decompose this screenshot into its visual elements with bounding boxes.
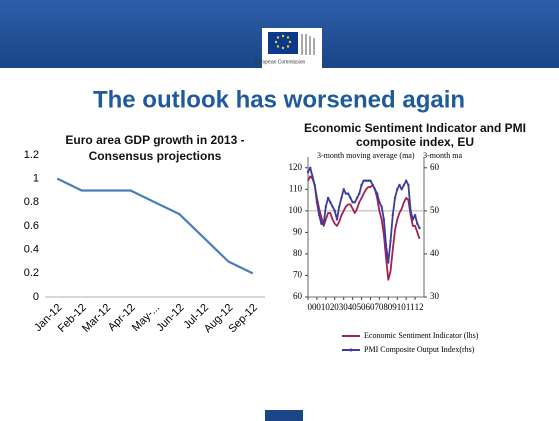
point bbox=[324, 205, 328, 208]
point bbox=[315, 201, 319, 204]
y-tick-label: 100 bbox=[289, 205, 303, 215]
chart-title: Economic Sentiment Indicator and PMI com… bbox=[303, 121, 527, 149]
x-tick-label: 00 bbox=[308, 302, 318, 312]
y2-tick-label: 50 bbox=[430, 205, 440, 215]
point bbox=[402, 183, 406, 187]
point bbox=[367, 179, 370, 182]
x-tick-label: 12 bbox=[415, 302, 424, 312]
point bbox=[393, 196, 397, 200]
point bbox=[306, 170, 310, 174]
x-tick-label: 07 bbox=[370, 302, 380, 312]
point bbox=[358, 192, 361, 195]
point bbox=[362, 179, 365, 182]
point bbox=[346, 192, 350, 195]
point bbox=[313, 183, 316, 187]
point bbox=[331, 205, 334, 208]
series-line bbox=[307, 166, 421, 264]
y-tick-label: 0.6 bbox=[24, 220, 39, 232]
point bbox=[398, 183, 401, 187]
point bbox=[409, 209, 412, 213]
legend-marker bbox=[349, 348, 353, 352]
point bbox=[320, 222, 323, 225]
y-tick-label: 1.2 bbox=[24, 149, 39, 161]
x-tick-label: 02 bbox=[325, 302, 334, 312]
y2-tick-label: 40 bbox=[430, 248, 440, 258]
point bbox=[384, 244, 388, 247]
y-tick-label: 80 bbox=[293, 248, 303, 258]
footer-block bbox=[265, 410, 303, 421]
slide-title: The outlook has worsened again bbox=[93, 86, 465, 113]
point bbox=[364, 179, 368, 182]
point bbox=[329, 201, 332, 204]
y-tick-label: 70 bbox=[293, 270, 303, 280]
point bbox=[355, 196, 359, 200]
x-tick-label: 06 bbox=[361, 302, 371, 312]
y-tick-label: 120 bbox=[289, 162, 303, 172]
point bbox=[400, 188, 403, 191]
point bbox=[396, 188, 399, 191]
x-tick-label: 11 bbox=[406, 302, 415, 312]
point bbox=[418, 226, 421, 230]
point bbox=[326, 196, 330, 200]
point bbox=[335, 218, 339, 221]
point bbox=[322, 222, 325, 225]
point bbox=[344, 192, 348, 195]
point bbox=[309, 166, 312, 169]
x-tick-label: 01 bbox=[316, 302, 325, 312]
y-tick-label: 90 bbox=[293, 226, 303, 236]
y2-tick-label: 30 bbox=[430, 291, 440, 301]
x-tick-label: Jun-12 bbox=[154, 302, 186, 334]
point bbox=[317, 213, 321, 217]
point bbox=[342, 188, 345, 191]
legend-label: Economic Sentiment Indicator (lhs) bbox=[364, 331, 479, 340]
point bbox=[416, 222, 419, 225]
series-line bbox=[56, 177, 254, 275]
point bbox=[338, 205, 341, 208]
legend-label: PMI Composite Output Index(rhs) bbox=[364, 345, 475, 354]
point bbox=[373, 188, 377, 191]
point bbox=[389, 239, 392, 243]
x-tick-label: 05 bbox=[352, 302, 362, 312]
point bbox=[380, 205, 383, 208]
chart-title: Euro area GDP growth in 2013 - Consensus… bbox=[65, 133, 245, 163]
x-tick-label: 08 bbox=[379, 302, 389, 312]
point bbox=[353, 201, 357, 204]
point bbox=[407, 183, 410, 187]
x-tick-label: 03 bbox=[334, 302, 344, 312]
x-tick-label: 09 bbox=[388, 302, 398, 312]
y-tick-label: 0.4 bbox=[24, 244, 39, 256]
point bbox=[371, 183, 374, 187]
point bbox=[413, 213, 417, 217]
annotation: 3-month ma bbox=[423, 151, 462, 160]
logo: European Commission bbox=[255, 28, 322, 68]
y-tick-label: 1 bbox=[33, 173, 39, 185]
y2-tick-label: 60 bbox=[430, 162, 440, 172]
y-tick-label: 0.8 bbox=[24, 196, 39, 208]
point bbox=[311, 175, 314, 178]
x-tick-label: 10 bbox=[397, 302, 407, 312]
point bbox=[333, 209, 336, 213]
point bbox=[391, 213, 394, 217]
point bbox=[382, 218, 386, 221]
point bbox=[411, 218, 415, 221]
point bbox=[340, 196, 343, 200]
y-tick-label: 0 bbox=[33, 291, 39, 303]
point bbox=[378, 201, 381, 204]
y-tick-label: 110 bbox=[289, 183, 303, 193]
point bbox=[375, 192, 379, 195]
point bbox=[387, 261, 390, 264]
point bbox=[351, 201, 354, 204]
point bbox=[404, 179, 408, 182]
point bbox=[349, 196, 352, 200]
point bbox=[360, 183, 363, 187]
series-line bbox=[307, 175, 421, 281]
y-tick-label: 60 bbox=[293, 291, 303, 301]
x-tick-label: 04 bbox=[343, 302, 353, 312]
logo-text: European Commission bbox=[255, 59, 306, 65]
y-tick-label: 0.2 bbox=[24, 267, 39, 279]
annotation: 3-month moving average (ma) bbox=[317, 151, 415, 160]
point bbox=[369, 179, 372, 182]
